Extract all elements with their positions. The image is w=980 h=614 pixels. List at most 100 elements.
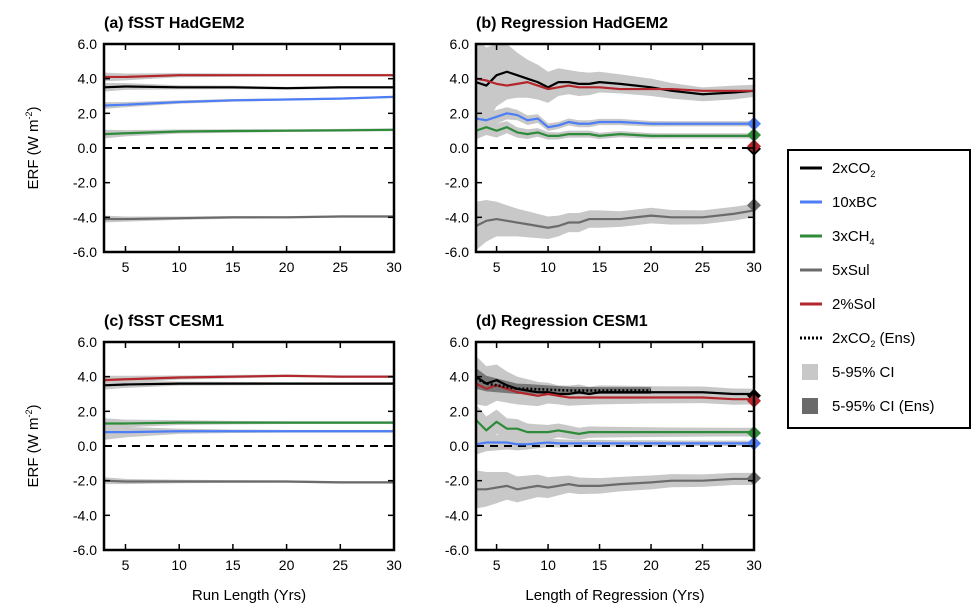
y-axis-label: ERF (W m-2) <box>24 107 42 190</box>
series-line-sol <box>476 77 754 92</box>
x-tick-label: 20 <box>643 557 659 573</box>
legend-label-ciens: 5-95% CI (Ens) <box>832 398 935 415</box>
y-axis-label: ERF (W m-2) <box>24 405 42 488</box>
series-line-ch4 <box>104 128 394 136</box>
legend-label-co2: 2xCO2 <box>832 160 875 179</box>
legend-label-tail: (Ens) <box>875 330 915 347</box>
panel-d: (d) Regression CESM1 6.0 4.0 2.0 0.0 -2.0 -4.0… <box>445 313 762 573</box>
x-tick-label: 15 <box>592 259 608 275</box>
series-line-ch4 <box>476 419 754 435</box>
series-line-sul <box>104 215 394 221</box>
y-tick-label: 0.0 <box>450 140 470 156</box>
series-line-bc <box>104 430 394 434</box>
x-tick-label: 10 <box>540 259 556 275</box>
series-line-sol <box>104 374 394 382</box>
legend-label-base: 2%Sol <box>832 296 875 313</box>
series-line-bc <box>476 112 754 129</box>
y-tick-label: 0.0 <box>78 438 98 454</box>
y-tick-label: 2.0 <box>450 105 470 121</box>
y-tick-label: 4.0 <box>450 71 470 87</box>
x-tick-label: 20 <box>279 557 295 573</box>
y-tick-label: 6.0 <box>450 36 470 52</box>
y-tick-label: -2.0 <box>445 473 469 489</box>
ci-band-ch4 <box>476 404 754 445</box>
y-tick-label: 6.0 <box>450 334 470 350</box>
legend-label-base: 2xCO <box>832 330 870 347</box>
x-tick-label: 30 <box>746 557 762 573</box>
x-tick-label: 30 <box>746 259 762 275</box>
series-line-sol <box>104 74 394 79</box>
legend-label-sub: 2 <box>870 169 875 179</box>
legend-label-sub: 4 <box>870 237 875 247</box>
y-tick-label: -4.0 <box>445 209 469 225</box>
y-tick-label: 2.0 <box>78 105 98 121</box>
x-tick-label: 10 <box>540 557 556 573</box>
legend-label-sub: 2 <box>870 339 875 349</box>
series-line-co2 <box>104 382 394 387</box>
x-tick-label: 25 <box>695 259 711 275</box>
plot-area <box>476 44 754 251</box>
y-tick-label: -4.0 <box>445 507 469 523</box>
legend-label-sul: 5xSul <box>832 262 870 279</box>
y-axis-label-sup: -2 <box>24 112 34 120</box>
series-line-bc <box>104 95 394 107</box>
ci-band-co2 <box>476 44 754 126</box>
y-tick-label: -6.0 <box>445 244 469 260</box>
y-tick-label: -4.0 <box>73 209 97 225</box>
y-axis-label-base: ERF (W m <box>25 418 42 488</box>
x-tick-label: 15 <box>592 557 608 573</box>
series-line-sul <box>104 479 394 484</box>
x-tick-label: 20 <box>279 259 295 275</box>
series-line-co2 <box>104 85 394 90</box>
panel-title: (a) fSST HadGEM2 <box>104 15 245 32</box>
x-tick-label: 5 <box>493 259 501 275</box>
y-tick-label: -6.0 <box>445 542 469 558</box>
x-axis-label: Run Length (Yrs) <box>192 587 306 604</box>
y-tick-label: 4.0 <box>78 71 98 87</box>
y-tick-label: -2.0 <box>445 175 469 191</box>
series-line-co2 <box>476 70 754 96</box>
y-axis-label-close: ) <box>25 405 42 410</box>
plot-area <box>476 355 754 509</box>
x-tick-label: 30 <box>386 557 402 573</box>
panel-a: (a) fSST HadGEM2 6.0 4.0 2.0 0.0 -2.0 -4.0 -6.0… <box>73 15 402 275</box>
y-tick-label: 6.0 <box>78 334 98 350</box>
series-line-bc <box>476 441 754 446</box>
plot-area <box>104 374 394 485</box>
legend-box <box>787 149 971 429</box>
x-tick-label: 25 <box>695 557 711 573</box>
legend-swatch-ciens <box>802 398 818 414</box>
panel-title: (c) fSST CESM1 <box>104 313 224 330</box>
series-line-ch4 <box>476 126 754 137</box>
legend-label-base: 2xCO <box>832 160 870 177</box>
x-tick-label: 5 <box>122 557 130 573</box>
plot-area <box>104 72 394 223</box>
series-line-ch4 <box>104 421 394 425</box>
ci-band-sul <box>476 200 754 251</box>
legend-label-base: 3xCH <box>832 228 870 245</box>
y-tick-label: 0.0 <box>450 438 470 454</box>
y-axis-label-sup: -2 <box>24 410 34 418</box>
series-line-sul <box>476 477 754 491</box>
y-tick-label: -2.0 <box>73 473 97 489</box>
series-line-co2 <box>476 375 754 396</box>
x-axis-label: Length of Regression (Yrs) <box>525 587 704 604</box>
y-axis-label-close: ) <box>25 107 42 112</box>
y-tick-label: 2.0 <box>450 403 470 419</box>
x-tick-label: 15 <box>225 259 241 275</box>
y-tick-label: 6.0 <box>78 36 98 52</box>
y-axis-label-base: ERF (W m <box>25 120 42 190</box>
x-tick-label: 20 <box>643 259 659 275</box>
legend-label-sol: 2%Sol <box>832 296 875 313</box>
x-tick-label: 5 <box>122 259 130 275</box>
series-line-sol <box>476 382 754 401</box>
legend-label-ch4: 3xCH4 <box>832 228 875 247</box>
y-tick-label: 2.0 <box>78 403 98 419</box>
y-tick-label: 4.0 <box>78 369 98 385</box>
legend-label-base: 5-95% CI (Ens) <box>832 398 935 415</box>
y-tick-label: 4.0 <box>450 369 470 385</box>
x-tick-label: 30 <box>386 259 402 275</box>
y-tick-label: 0.0 <box>78 140 98 156</box>
